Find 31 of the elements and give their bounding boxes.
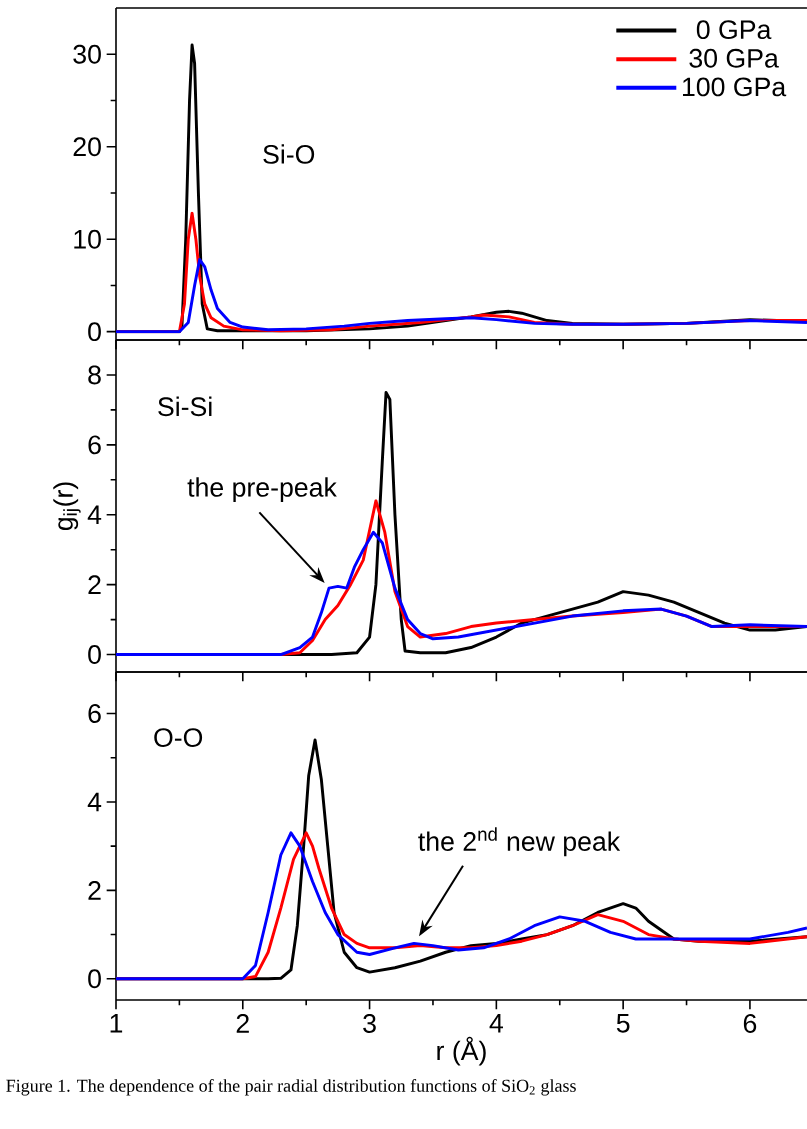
y-tick-label: 4	[87, 505, 102, 524]
y-tick-label: 30	[73, 44, 101, 64]
y-axis-title: g$_{ij}$(r)	[53, 482, 81, 531]
x-tick-label: 4	[489, 1014, 503, 1033]
y-tick-label: 6	[88, 704, 101, 723]
legend-label: 100 GPa	[683, 77, 787, 97]
x-tick-label: 5	[616, 1014, 630, 1033]
y-tick-label: 6	[88, 435, 101, 455]
legend-label: 30 GPa	[689, 48, 779, 68]
y-tick-label: 20	[73, 137, 101, 157]
legend-label: 0 GPa	[696, 20, 772, 40]
x-tick-label: 1	[110, 1014, 123, 1033]
annotation: the 2$^{nd}$ new peak	[418, 827, 621, 857]
x-tick-label: 3	[363, 1014, 376, 1033]
y-tick-label: 2	[88, 881, 101, 900]
x-tick-label: 6	[743, 1014, 757, 1033]
annotation: the pre-peak	[187, 477, 337, 503]
y-tick-label: 8	[88, 365, 101, 385]
x-axis-title: r (Å)	[437, 1036, 486, 1066]
y-tick-label: 0	[88, 645, 101, 664]
y-tick-label: 0	[88, 969, 101, 989]
y-tick-label: 10	[74, 229, 101, 249]
annotation: O-O	[154, 728, 203, 748]
y-tick-label: 0	[88, 322, 101, 342]
y-tick-label: 2	[88, 575, 101, 594]
caption: Figure 1. The dependence of the pair radial distribution functions of SiO$_{2}$ glass	[6, 1078, 576, 1096]
annotation: Si-Si	[158, 396, 212, 417]
y-tick-label: 4	[87, 792, 102, 812]
line-series	[114, 258, 807, 334]
annotation: Si-O	[263, 144, 315, 164]
x-tick-label: 2	[236, 1014, 249, 1033]
